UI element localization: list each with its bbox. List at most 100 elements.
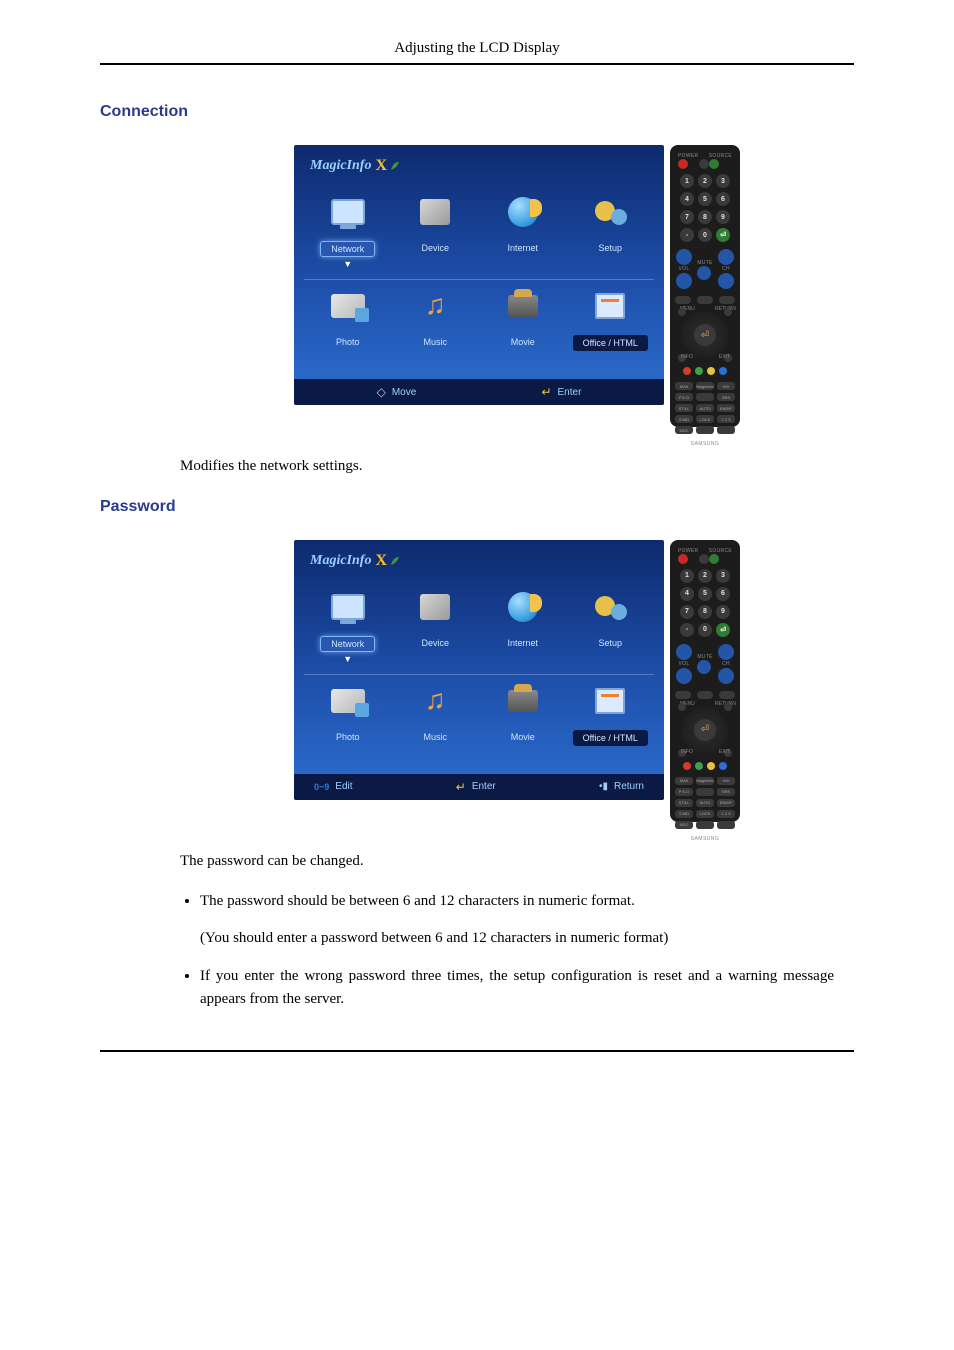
color-button[interactable] — [695, 367, 703, 375]
remote-button[interactable] — [675, 691, 691, 699]
numpad-key-2[interactable]: 2 — [698, 174, 712, 188]
color-button[interactable] — [719, 367, 727, 375]
vol-down-button[interactable] — [676, 668, 692, 684]
tile-internet[interactable]: Internet — [479, 584, 567, 664]
tile-network[interactable]: Network ▼ — [304, 189, 392, 269]
func-button[interactable]: STILL — [675, 404, 693, 412]
numpad-key-8[interactable]: 8 — [698, 605, 712, 619]
tile-movie[interactable]: Movie — [479, 283, 567, 351]
tile-music[interactable]: ♫ Music — [392, 678, 480, 746]
tile-photo[interactable]: Photo — [304, 283, 392, 351]
remote-button[interactable] — [697, 296, 713, 304]
func-button[interactable]: MDC — [675, 821, 693, 829]
func-button[interactable]: 1 2 3 — [717, 810, 735, 818]
func-button[interactable]: AUTO — [696, 799, 714, 807]
func-button[interactable]: M/W — [675, 777, 693, 785]
tile-office[interactable]: Office / HTML — [567, 283, 655, 351]
numpad-key-4[interactable]: 4 — [680, 192, 694, 206]
func-button[interactable]: S.MD — [675, 810, 693, 818]
color-button[interactable] — [683, 367, 691, 375]
numpad-key-4[interactable]: 4 — [680, 587, 694, 601]
tile-device[interactable]: Device — [392, 189, 480, 269]
mute-button[interactable] — [697, 266, 711, 280]
remote-button[interactable] — [699, 554, 709, 564]
func-button[interactable]: MagicInfo — [696, 382, 714, 390]
func-button[interactable]: MDC — [675, 426, 693, 434]
ch-down-button[interactable] — [718, 273, 734, 289]
func-button[interactable] — [696, 821, 714, 829]
numpad-key-1[interactable]: 1 — [680, 569, 694, 583]
numpad-key-8[interactable]: 8 — [698, 210, 712, 224]
func-button[interactable]: MagicInfo — [696, 777, 714, 785]
func-button[interactable]: STILL — [675, 799, 693, 807]
remote-button[interactable] — [699, 159, 709, 169]
color-button[interactable] — [719, 762, 727, 770]
func-button[interactable]: S.MD — [675, 415, 693, 423]
nav-ring[interactable]: ⏎ — [682, 707, 728, 753]
vol-down-button[interactable] — [676, 273, 692, 289]
func-button[interactable]: AUTO — [696, 404, 714, 412]
numpad-key--[interactable]: - — [680, 228, 694, 242]
func-button[interactable] — [696, 788, 714, 796]
source-button[interactable] — [709, 159, 719, 169]
tile-movie[interactable]: Movie — [479, 678, 567, 746]
remote-button[interactable] — [719, 691, 735, 699]
func-button[interactable]: LOCK — [696, 810, 714, 818]
vol-up-button[interactable] — [676, 644, 692, 660]
numpad-key-7[interactable]: 7 — [680, 210, 694, 224]
remote-button[interactable] — [719, 296, 735, 304]
numpad-key-2[interactable]: 2 — [698, 569, 712, 583]
func-button[interactable]: +M+ — [717, 382, 735, 390]
numpad-key-⏎[interactable]: ⏎ — [716, 228, 730, 242]
func-button[interactable]: LOCK — [696, 415, 714, 423]
func-button[interactable]: P K D — [675, 393, 693, 401]
func-button[interactable]: P K D — [675, 788, 693, 796]
return-button[interactable] — [724, 308, 732, 316]
mute-button[interactable] — [697, 660, 711, 674]
numpad-key-⏎[interactable]: ⏎ — [716, 623, 730, 637]
numpad-key-0[interactable]: 0 — [698, 228, 712, 242]
numpad-key-6[interactable]: 6 — [716, 192, 730, 206]
func-button[interactable] — [696, 426, 714, 434]
func-button[interactable]: 1 2 3 — [717, 415, 735, 423]
func-button[interactable]: ENDIP — [717, 404, 735, 412]
remote-button[interactable] — [697, 691, 713, 699]
ch-up-button[interactable] — [718, 249, 734, 265]
func-button[interactable]: M/W — [675, 382, 693, 390]
func-button[interactable]: ENDIP — [717, 799, 735, 807]
return-button[interactable] — [724, 703, 732, 711]
numpad-key-3[interactable]: 3 — [716, 569, 730, 583]
menu-button[interactable] — [678, 703, 686, 711]
numpad-key-0[interactable]: 0 — [698, 623, 712, 637]
func-button[interactable]: +M+ — [717, 777, 735, 785]
color-button[interactable] — [695, 762, 703, 770]
numpad-key-3[interactable]: 3 — [716, 174, 730, 188]
power-button[interactable] — [678, 159, 688, 169]
numpad-key-5[interactable]: 5 — [698, 192, 712, 206]
nav-ring[interactable]: ⏎ — [682, 312, 728, 358]
func-button[interactable]: SRS — [717, 393, 735, 401]
ch-down-button[interactable] — [718, 668, 734, 684]
numpad-key-5[interactable]: 5 — [698, 587, 712, 601]
enter-button[interactable]: ⏎ — [694, 324, 716, 346]
func-button[interactable]: SRS — [717, 788, 735, 796]
numpad-key-6[interactable]: 6 — [716, 587, 730, 601]
numpad-key--[interactable]: - — [680, 623, 694, 637]
color-button[interactable] — [683, 762, 691, 770]
tile-photo[interactable]: Photo — [304, 678, 392, 746]
power-button[interactable] — [678, 554, 688, 564]
color-button[interactable] — [707, 367, 715, 375]
menu-button[interactable] — [678, 308, 686, 316]
tile-network[interactable]: Network ▼ — [304, 584, 392, 664]
func-button[interactable] — [717, 426, 735, 434]
func-button[interactable] — [696, 393, 714, 401]
tile-music[interactable]: ♫ Music — [392, 283, 480, 351]
vol-up-button[interactable] — [676, 249, 692, 265]
remote-button[interactable] — [675, 296, 691, 304]
numpad-key-9[interactable]: 9 — [716, 210, 730, 224]
tile-office[interactable]: Office / HTML — [567, 678, 655, 746]
enter-button[interactable]: ⏎ — [694, 719, 716, 741]
color-button[interactable] — [707, 762, 715, 770]
func-button[interactable] — [717, 821, 735, 829]
tile-device[interactable]: Device — [392, 584, 480, 664]
